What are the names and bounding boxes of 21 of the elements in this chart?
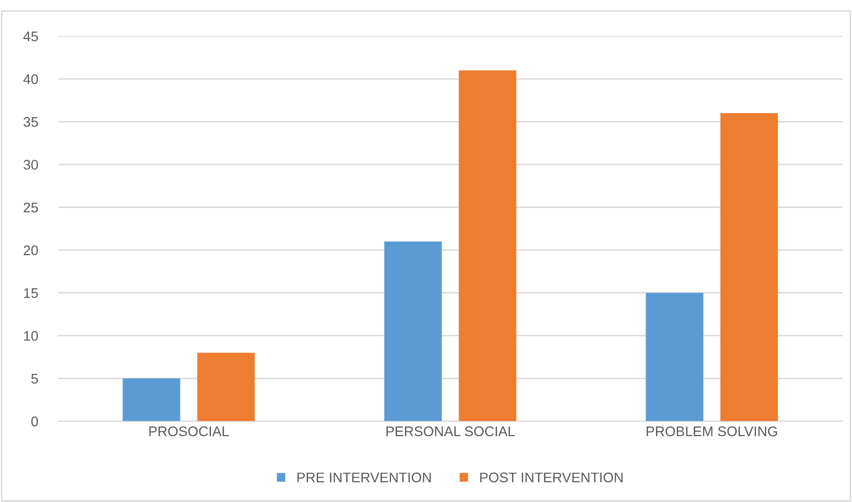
bar [122,378,180,422]
legend-label: POST INTERVENTION [480,472,623,482]
y-tick-label: 0 [31,416,38,426]
y-tick-label: 30 [24,160,38,170]
y-tick-label: 35 [24,117,38,127]
bar [197,352,255,422]
y-tick-label: 40 [23,74,38,84]
y-tick-label: 25 [24,202,38,212]
y-tick-label: 10 [24,330,38,341]
bar [458,70,516,422]
y-tick-label: 15 [24,288,38,298]
legend-label: PRE INTERVENTION [297,472,431,482]
bar [384,241,442,422]
y-tick-label: 20 [24,245,38,256]
y-tick-label: 45 [23,32,38,42]
x-tick-label: PERSONAL SOCIAL [386,426,515,436]
x-tick-label: PROSOCIAL [149,426,229,436]
bar [720,113,778,422]
y-tick-label: 5 [31,374,38,384]
x-tick-label: PROBLEM SOLVING [646,426,778,436]
bar [646,292,704,422]
